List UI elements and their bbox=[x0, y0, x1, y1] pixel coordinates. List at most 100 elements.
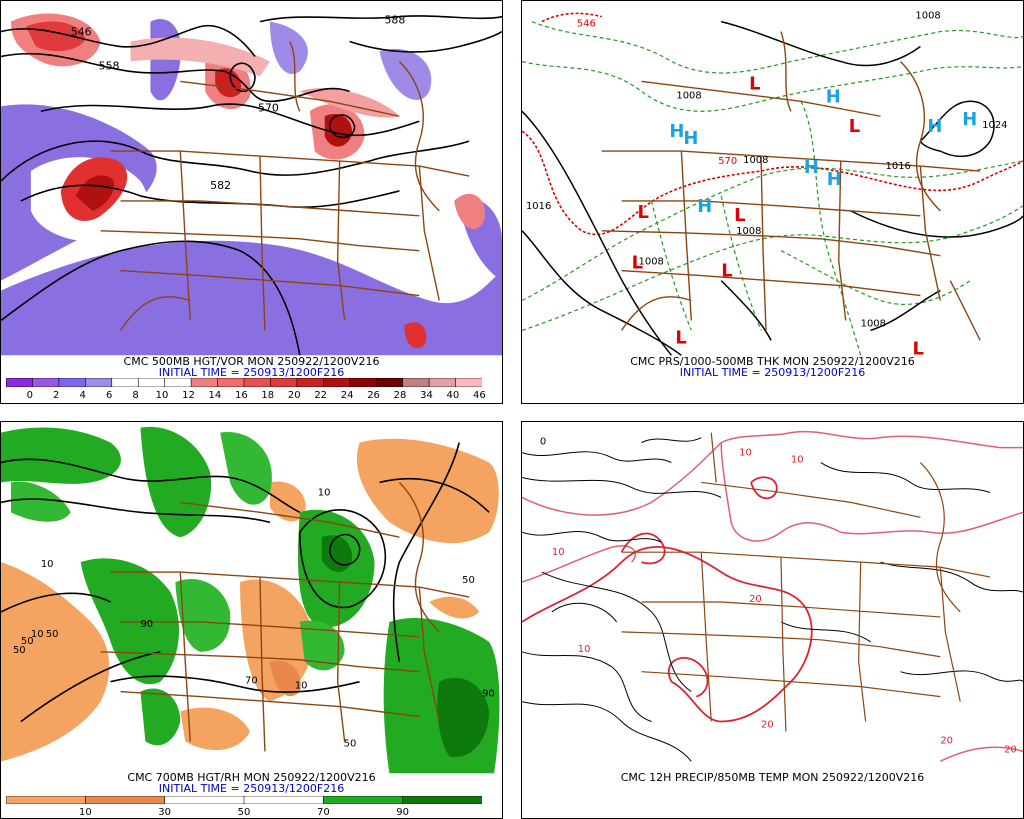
rh-label: 10 bbox=[41, 559, 54, 570]
panel-surface-pressure-thickness: 546 1008 570 1008 1008 1008 1008 1016 10… bbox=[521, 0, 1024, 404]
high-pressure-marker: H bbox=[927, 116, 942, 137]
colorbar-label: 16 bbox=[234, 390, 248, 401]
rh-label: 50 bbox=[21, 636, 34, 647]
colorbar-label: 4 bbox=[79, 390, 86, 401]
humidity-colorbar bbox=[6, 796, 482, 804]
rh-label: 50 bbox=[13, 645, 26, 656]
low-pressure-marker: L bbox=[912, 338, 923, 356]
colorbar-swatch bbox=[402, 378, 430, 387]
colorbar-swatch bbox=[6, 796, 87, 804]
caption-initial-time: INITIAL TIME = 250913/1200F216 bbox=[679, 366, 866, 379]
low-pressure-marker: L bbox=[849, 116, 860, 137]
colorbar-label: 12 bbox=[182, 390, 195, 401]
isobar-label: 1008 bbox=[861, 318, 886, 329]
colorbar-label: 90 bbox=[396, 807, 410, 818]
high-pressure-marker: H bbox=[804, 157, 819, 178]
colorbar-swatch bbox=[243, 796, 325, 804]
isobar-label: 570 bbox=[718, 156, 737, 167]
colorbar-label: 26 bbox=[367, 390, 380, 401]
height-label: 588 bbox=[384, 14, 405, 27]
colorbar-label: 34 bbox=[420, 390, 433, 401]
colorbar-label: 46 bbox=[472, 390, 486, 401]
temp-label: 10 bbox=[578, 644, 591, 655]
caption-initial-time: INITIAL TIME = 250913/1200F216 bbox=[158, 782, 345, 795]
precip-label: 0 bbox=[540, 437, 546, 448]
colorbar-label: 6 bbox=[105, 390, 113, 401]
colorbar-swatch bbox=[32, 378, 60, 387]
colorbar-swatch bbox=[58, 378, 87, 387]
colorbar-label: 70 bbox=[316, 807, 330, 818]
colorbar-swatch bbox=[296, 378, 325, 387]
colorbar-label: 10 bbox=[155, 390, 169, 401]
high-pressure-marker: H bbox=[683, 128, 698, 149]
temp-label: 20 bbox=[1004, 744, 1017, 755]
colorbar-swatch bbox=[455, 378, 482, 387]
colorbar-swatch bbox=[111, 378, 140, 387]
isobar-label: 1024 bbox=[982, 120, 1007, 131]
low-pressure-marker: L bbox=[675, 327, 686, 348]
rh-label: 50 bbox=[344, 738, 357, 749]
caption-initial-time: INITIAL TIME = 250913/1200F216 bbox=[158, 366, 345, 379]
height-label: 558 bbox=[99, 59, 120, 72]
precip-temperature-map: 0 10 10 10 10 20 20 20 20 bbox=[522, 422, 1023, 774]
rh-label: 50 bbox=[46, 629, 59, 640]
isobar-label: 1008 bbox=[676, 90, 701, 101]
colorbar-label: 10 bbox=[78, 807, 92, 818]
colorbar-label: 2 bbox=[53, 390, 60, 401]
colorbar-swatch bbox=[85, 378, 113, 387]
caption-title: CMC PRS/1000-500MB THK MON 250922/1200V2… bbox=[630, 355, 915, 368]
isobar-label: 1008 bbox=[915, 11, 940, 22]
colorbar-swatch bbox=[243, 378, 272, 387]
temp-label: 20 bbox=[940, 735, 953, 746]
low-pressure-marker: L bbox=[721, 261, 732, 282]
vorticity-colorbar-labels: 0 2 4 6 8 10 12 14 16 18 20 22 24 26 28 34 40 46 bbox=[6, 390, 486, 402]
colorbar-swatch bbox=[270, 378, 298, 387]
isobar-label: 1008 bbox=[736, 226, 761, 237]
colorbar-swatch bbox=[323, 378, 351, 387]
isobar-label: 1008 bbox=[639, 257, 664, 268]
caption-title: CMC 500MB HGT/VOR MON 250922/1200V216 bbox=[123, 355, 380, 368]
colorbar-label: 24 bbox=[340, 390, 354, 401]
colorbar-swatch bbox=[190, 378, 219, 387]
low-pressure-marker: L bbox=[632, 253, 643, 274]
vorticity-map: 546 558 570 582 588 bbox=[1, 1, 502, 356]
temp-label: 10 bbox=[552, 547, 565, 558]
height-label: 570 bbox=[258, 101, 279, 114]
panel-700mb-humidity: 10 50 10 50 90 50 70 10 50 90 10 50 CMC … bbox=[0, 421, 503, 819]
vorticity-colorbar bbox=[6, 378, 482, 387]
high-pressure-marker: H bbox=[826, 86, 841, 107]
high-pressure-marker: H bbox=[697, 196, 712, 217]
rh-label: 90 bbox=[140, 619, 153, 630]
high-pressure-marker: H bbox=[962, 109, 977, 130]
colorbar-label: 28 bbox=[393, 390, 407, 401]
panel-500mb-vorticity: 546 558 570 582 588 CMC 500MB HGT/VOR MO… bbox=[0, 0, 503, 404]
colorbar-label: 30 bbox=[158, 807, 172, 818]
colorbar-label: 40 bbox=[446, 390, 460, 401]
colorbar-label: 18 bbox=[261, 390, 275, 401]
isobar-label: 1016 bbox=[526, 201, 551, 212]
rh-label: 10 bbox=[31, 629, 44, 640]
caption-title: CMC 700MB HGT/RH MON 250922/1200V216 bbox=[127, 771, 376, 784]
colorbar-label: 0 bbox=[26, 390, 33, 401]
high-pressure-marker: H bbox=[827, 169, 842, 190]
colorbar-swatch bbox=[428, 378, 457, 387]
low-pressure-marker: L bbox=[749, 73, 760, 94]
colorbar-swatch bbox=[375, 378, 404, 387]
rh-label: 10 bbox=[295, 681, 308, 692]
low-pressure-marker: L bbox=[734, 205, 745, 226]
colorbar-swatch bbox=[164, 378, 192, 387]
colorbar-swatch bbox=[85, 796, 166, 804]
panel-precip-850mb-temp: 0 10 10 10 10 20 20 20 20 CMC 12H PRECIP… bbox=[521, 421, 1024, 819]
height-label: 546 bbox=[71, 26, 92, 39]
colorbar-label: 14 bbox=[208, 390, 222, 401]
temp-label: 20 bbox=[761, 719, 774, 730]
height-label: 582 bbox=[210, 179, 231, 192]
colorbar-label: 20 bbox=[287, 390, 301, 401]
humidity-colorbar-labels: 10 30 50 70 90 bbox=[6, 807, 482, 818]
surface-pressure-map: 546 1008 570 1008 1008 1008 1008 1016 10… bbox=[522, 1, 1023, 356]
rh-label: 10 bbox=[318, 487, 331, 498]
rh-label: 70 bbox=[245, 676, 258, 687]
high-pressure-marker: H bbox=[669, 121, 684, 142]
colorbar-swatch bbox=[6, 378, 34, 387]
temp-label: 20 bbox=[749, 594, 762, 605]
